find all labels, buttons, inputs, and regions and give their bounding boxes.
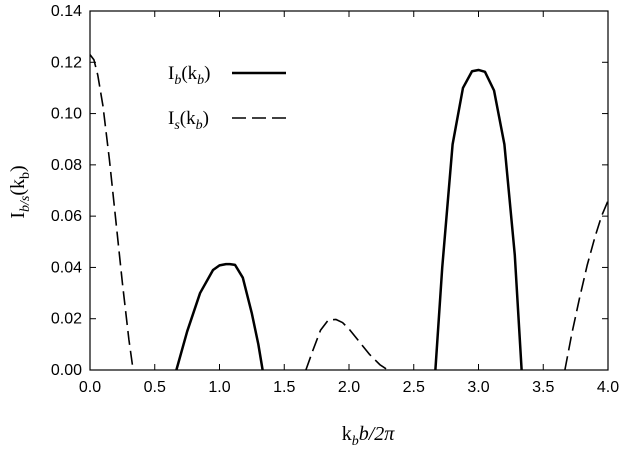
x-axis-title-sub: b	[352, 434, 359, 449]
y-tick-label: 0.02	[51, 311, 82, 328]
x-axis-title: kbb/2π	[342, 423, 396, 449]
x-tick-label: 2.5	[403, 379, 425, 396]
y-axis-title-paren-sub: b	[18, 172, 33, 179]
y-tick-label: 0.04	[51, 259, 82, 276]
y-tick-label: 0.10	[51, 106, 82, 123]
x-tick-label: 1.0	[208, 379, 230, 396]
y-axis-title-sub: b/s	[18, 195, 33, 212]
y-tick-label: 0.06	[51, 208, 82, 225]
y-tick-label: 0.12	[51, 54, 82, 71]
x-tick-label: 0.5	[144, 379, 166, 396]
series-layer	[89, 54, 609, 371]
series-ib-segment-0	[175, 262, 264, 371]
ticks-layer: 0.0 0.5 1.0 1.5 2.0 2.5 3.0 3.5 4.0 0.00 0.02 0.04 0…	[51, 3, 619, 396]
series-is-segment-0	[89, 54, 134, 371]
legend-label-is: Is(kb)	[168, 108, 209, 133]
legend: Ib(kb) Is(kb)	[168, 63, 286, 133]
legend-label-ib: Ib(kb)	[168, 63, 210, 88]
y-axis-title-main: I	[7, 212, 29, 219]
y-tick-label: 0.08	[51, 157, 82, 174]
series-ib-segment-1	[434, 68, 523, 371]
x-tick-label: 0.0	[79, 379, 101, 396]
y-axis-title: Ib/s(kb)	[7, 165, 33, 218]
y-axis-title-paren-close: )	[7, 165, 29, 172]
x-axis-title-rest: b/2π	[359, 423, 396, 445]
series-is-segment-1	[305, 318, 389, 371]
x-tick-label: 3.5	[532, 379, 554, 396]
x-tick-label: 2.0	[338, 379, 360, 396]
x-tick-label: 4.0	[597, 379, 619, 396]
y-tick-label: 0.00	[51, 362, 82, 379]
x-tick-label: 3.0	[467, 379, 489, 396]
y-axis-title-paren-open: (k	[7, 179, 29, 196]
x-tick-label: 1.5	[273, 379, 295, 396]
series-is-segment-2	[564, 200, 609, 371]
x-axis-title-main: k	[342, 423, 352, 445]
y-tick-label: 0.14	[51, 3, 82, 20]
